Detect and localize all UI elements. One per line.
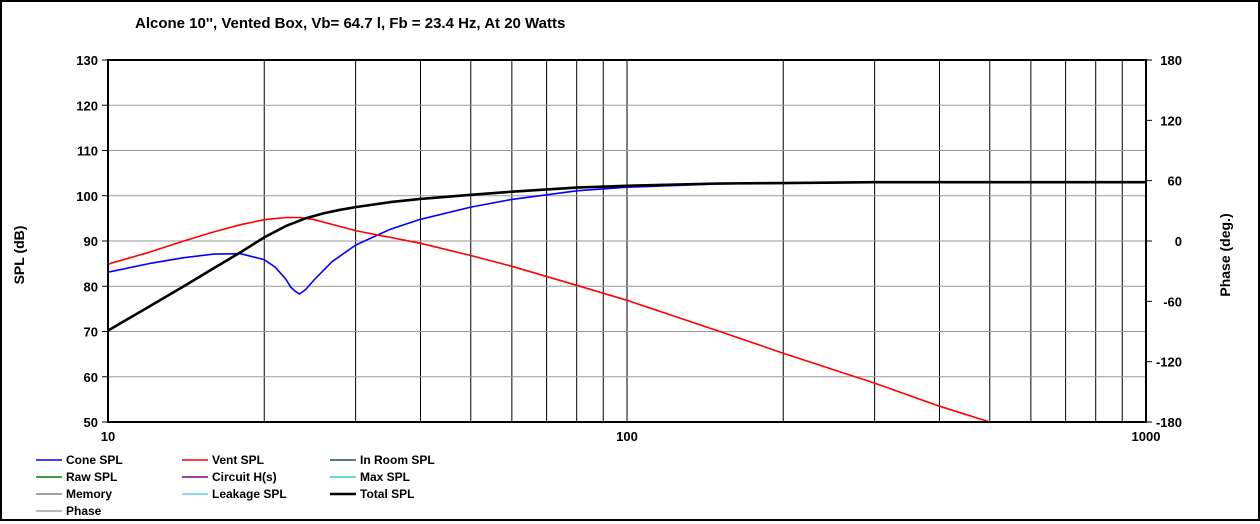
legend-label-total-spl: Total SPL <box>360 487 414 501</box>
y-tick-label: 50 <box>84 415 98 430</box>
y-tick-label: 90 <box>84 234 98 249</box>
y-tick-label: 70 <box>84 325 98 340</box>
series-layer <box>107 180 1146 423</box>
y-tick-label: 80 <box>84 279 98 294</box>
y2-axis-label: Phase (deg.) <box>1217 213 1233 296</box>
legend-label-circuit-h-s-: Circuit H(s) <box>212 470 277 484</box>
y-tick-label: 120 <box>76 98 98 113</box>
chart-title: Alcone 10'', Vented Box, Vb= 64.7 l, Fb … <box>135 15 565 32</box>
x-tick-label: 10 <box>101 429 115 444</box>
y-axis-label: SPL (dB) <box>11 226 27 285</box>
y2-tick-label: 0 <box>1175 234 1182 249</box>
legend-label-max-spl: Max SPL <box>360 470 410 484</box>
y-tick-label: 100 <box>76 189 98 204</box>
y2-tick-label: 60 <box>1168 174 1182 189</box>
legend-label-cone-spl: Cone SPL <box>66 453 123 467</box>
tick-labels: 50 60 70 80 90 100 110 120 130 -180 -120 -60 0 60 120 1… <box>76 53 1182 444</box>
y2-tick-label: -120 <box>1156 355 1182 370</box>
y2-tick-label: -60 <box>1163 294 1182 309</box>
legend-label-leakage-spl: Leakage SPL <box>212 487 287 501</box>
legend-label-vent-spl: Vent SPL <box>212 453 264 467</box>
series-line-vent-spl <box>107 216 991 423</box>
x-tick-label: 1000 <box>1132 429 1161 444</box>
legend: Cone SPL Vent SPL In Room SPL Raw SPL Circui… <box>36 453 435 518</box>
series-line-total-spl <box>107 180 1146 332</box>
y2-tick-label: 120 <box>1160 113 1182 128</box>
legend-label-memory: Memory <box>66 487 112 501</box>
y2-tick-label: -180 <box>1156 415 1182 430</box>
y-tick-label: 110 <box>77 144 98 159</box>
y-tick-label: 60 <box>84 370 98 385</box>
y2-tick-label: 180 <box>1160 53 1182 68</box>
legend-label-raw-spl: Raw SPL <box>66 470 117 484</box>
x-tick-label: 100 <box>616 429 638 444</box>
legend-label-in-room-spl: In Room SPL <box>360 453 435 467</box>
legend-label-phase: Phase <box>66 504 102 518</box>
y-tick-label: 130 <box>76 53 98 68</box>
